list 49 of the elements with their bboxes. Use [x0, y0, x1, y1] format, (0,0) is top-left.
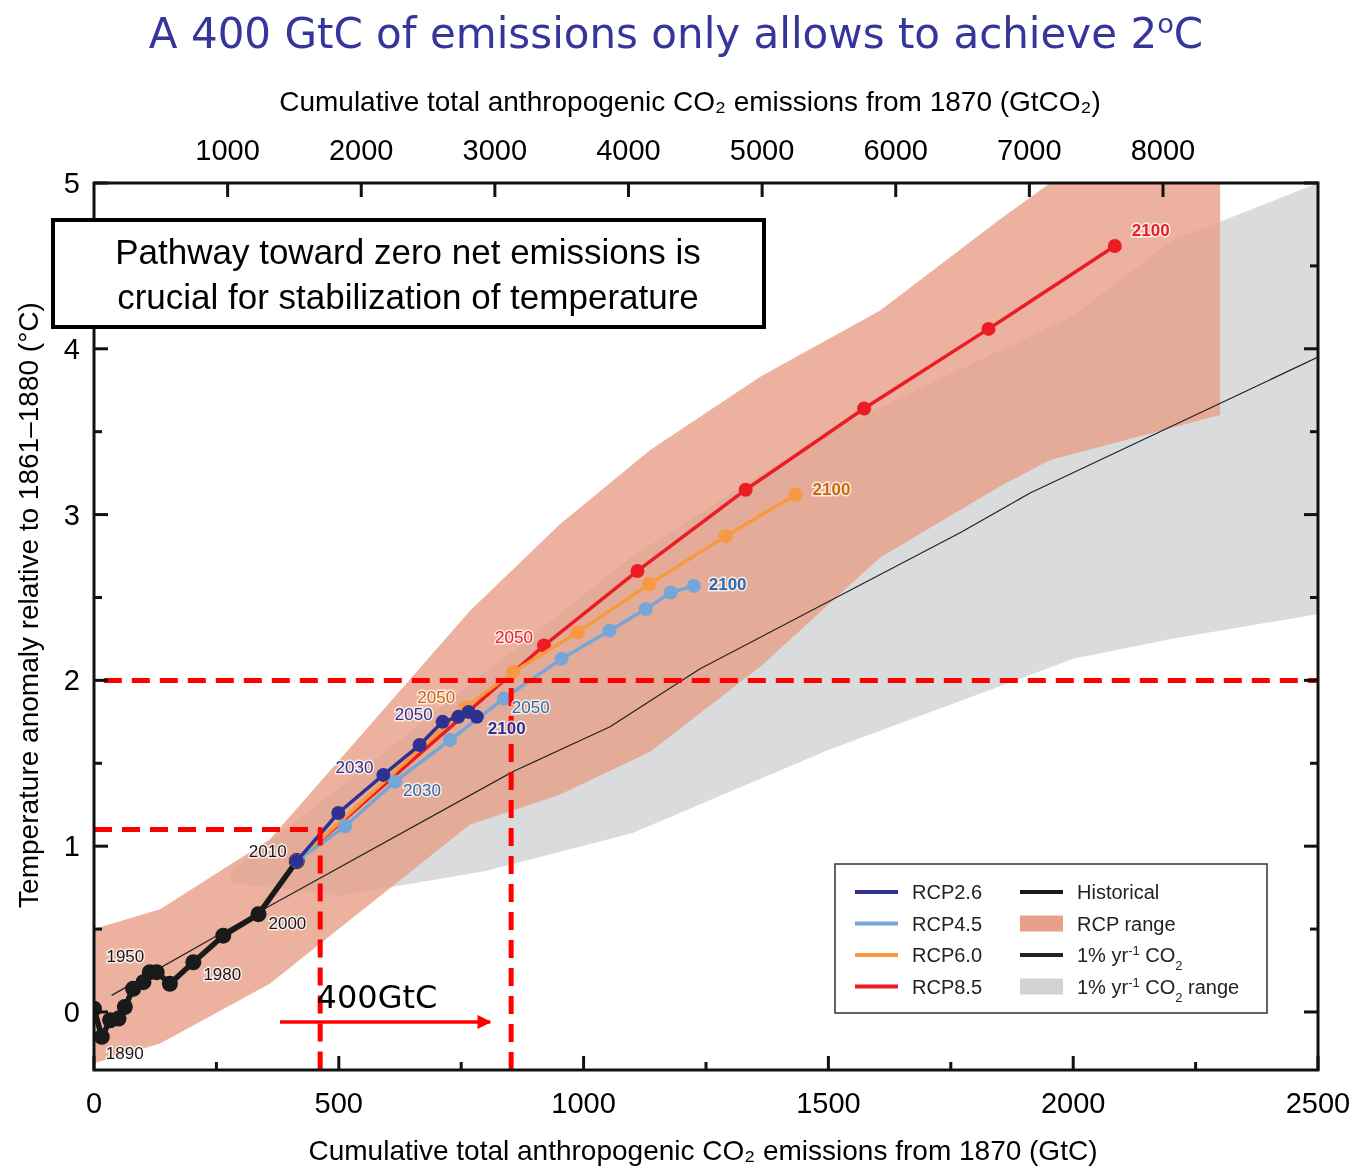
x-tick-label: 500 — [314, 1087, 363, 1119]
y-tick-label: 1 — [63, 830, 80, 863]
annotation: 2050 — [511, 697, 550, 717]
chart-title: A 400 GtC of emissions only allows to achieve 2$^{o}$C — [148, 7, 1204, 58]
x2-tick-label: 6000 — [863, 134, 928, 166]
annotation: 2050 — [495, 627, 533, 647]
annotation: 2050 — [417, 687, 456, 707]
annotation: Pathway toward zero net emissions is crucial for stabilization of temperature — [115, 232, 701, 316]
x2-tick-label: 2000 — [328, 134, 394, 166]
annotation: 2100 — [1131, 221, 1170, 240]
annotation: 400GtC — [316, 978, 438, 1016]
y-tick-label: 3 — [63, 498, 80, 531]
annotation: 2100 — [812, 479, 851, 499]
annotation: 2000 — [268, 914, 307, 934]
annotation: 2010 — [248, 842, 287, 862]
y-tick-label: 4 — [63, 332, 80, 365]
legend-label: 1% yr$^{-1}$ CO$_{2}$ range — [1077, 974, 1240, 1004]
annotation: 2050 — [394, 704, 433, 724]
annotation: 1980 — [203, 965, 242, 985]
legend-label: RCP6.0 — [912, 944, 983, 966]
x2-tick-label: 5000 — [729, 134, 795, 166]
legend-label: RCP range — [1077, 912, 1176, 935]
annotation: 2100 — [708, 574, 747, 594]
x-tick-label: 2500 — [1285, 1087, 1351, 1119]
x2-axis-title: Cumulative total anthropogenic CO₂ emissions from 1870 (GtCO₂) — [279, 86, 1101, 117]
x2-tick-label: 3000 — [462, 134, 528, 166]
x-tick-label: 1500 — [796, 1087, 861, 1119]
annotation: 1890 — [105, 1043, 144, 1063]
legend-label: Historical — [1077, 881, 1160, 903]
y-tick-label: 0 — [63, 995, 80, 1028]
y-tick-label: 5 — [63, 167, 80, 199]
legend-label: RCP4.5 — [912, 912, 983, 935]
x-tick-label: 0 — [85, 1087, 103, 1119]
annotation: 1950 — [106, 947, 145, 967]
x2-tick-label: 8000 — [1130, 134, 1196, 166]
legend-label: RCP8.5 — [912, 975, 983, 998]
x-tick-label: 2000 — [1040, 1087, 1106, 1119]
text-box: Pathway toward zero net emissions is crucial for stabilization of temperature — [51, 218, 766, 329]
legend-label: RCP2.6 — [912, 881, 983, 903]
x-axis-title: Cumulative total anthropogenic CO₂ emissions from 1870 (GtC) — [308, 1135, 1098, 1166]
annotation: 2030 — [403, 780, 441, 800]
x2-tick-label: 7000 — [997, 134, 1062, 166]
y-axis-title: Temperature anomaly relative to 1861–1880 (°C) — [13, 302, 44, 908]
legend-label: 1% yr$^{-1}$ CO$_{2}$ — [1077, 942, 1183, 973]
x2-tick-label: 1000 — [195, 134, 260, 166]
annotation: 2030 — [335, 757, 374, 777]
y-tick-label: 2 — [63, 664, 80, 697]
x2-tick-label: 4000 — [596, 134, 661, 166]
x-tick-label: 1000 — [551, 1087, 616, 1119]
